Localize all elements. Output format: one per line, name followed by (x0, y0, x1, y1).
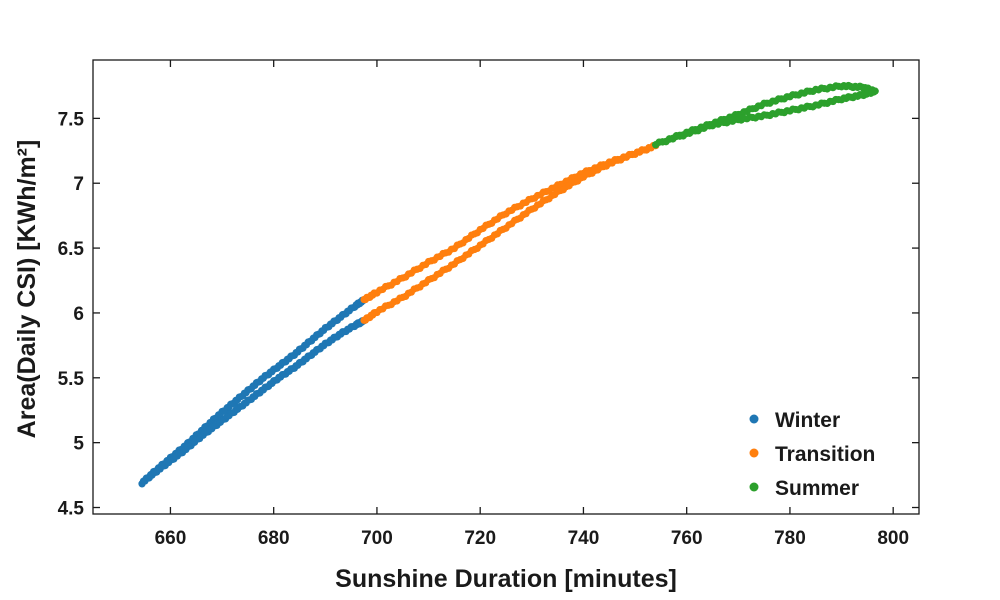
x-tick-label: 680 (258, 528, 290, 549)
x-tick-label: 720 (464, 528, 496, 549)
x-axis-title: Sunshine Duration [minutes] (335, 565, 677, 593)
legend-label-transition: Transition (775, 443, 875, 466)
legend-marker-winter (749, 414, 759, 424)
y-tick-label: 6 (73, 304, 84, 325)
x-tick-label: 800 (877, 528, 909, 549)
y-tick-label: 4.5 (58, 499, 85, 520)
x-tick-label: 660 (155, 528, 187, 549)
y-tick-label: 5 (73, 434, 84, 455)
legend: Winter Transition Summer (749, 409, 875, 500)
data-point-summer (871, 87, 879, 95)
x-tick-label: 700 (361, 528, 393, 549)
axis-ticks: 660 680 700 720 740 760 780 800 4.5 5 5.5 6 6.5 7 7.5 (58, 60, 919, 549)
y-tick-label: 7.5 (58, 109, 85, 130)
x-tick-label: 740 (568, 528, 600, 549)
plot-frame (92, 59, 920, 515)
x-tick-label: 780 (774, 528, 806, 549)
y-axis-title: Area(Daily CSI) [KWh/m²] (13, 140, 41, 439)
y-tick-label: 7 (73, 174, 84, 195)
y-tick-label: 5.5 (58, 369, 85, 390)
legend-label-winter: Winter (775, 409, 840, 432)
x-tick-label: 760 (671, 528, 703, 549)
legend-marker-summer (749, 482, 759, 492)
y-tick-label: 6.5 (58, 239, 85, 260)
legend-label-summer: Summer (775, 477, 859, 500)
legend-marker-transition (749, 448, 759, 458)
data-points (138, 81, 879, 488)
